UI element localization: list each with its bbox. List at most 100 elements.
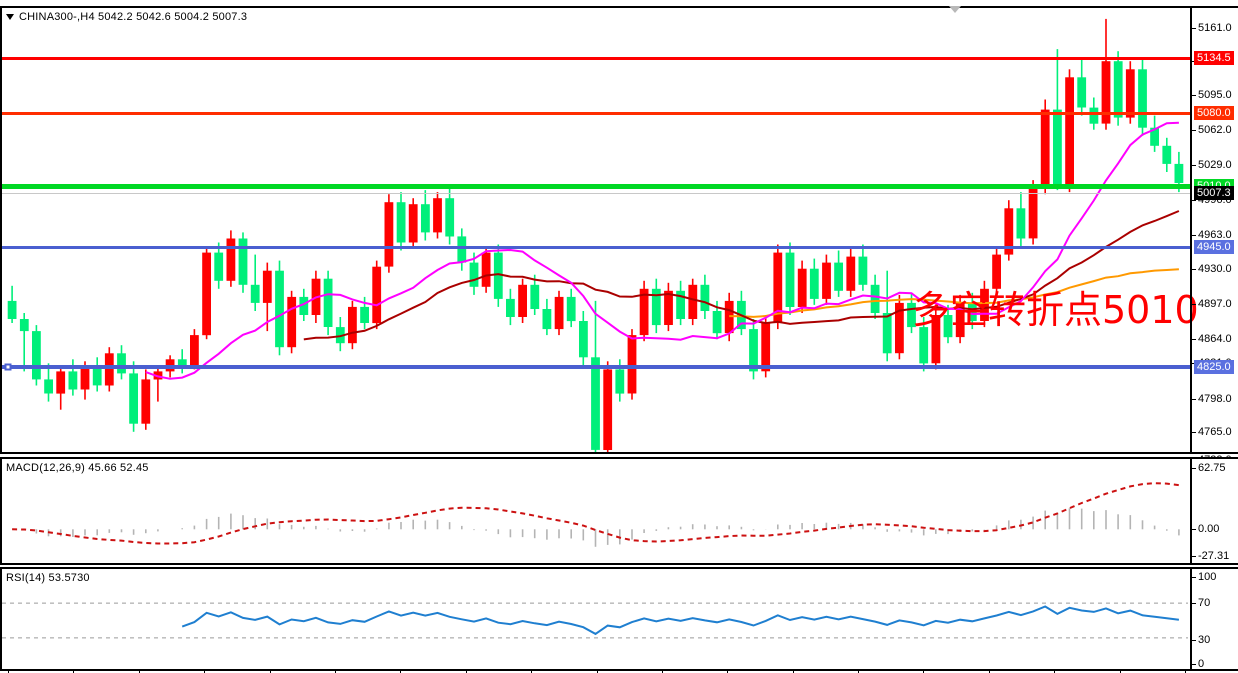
macd-scale-axis[interactable]: 62.75 0.00 -27.31	[1192, 459, 1238, 563]
candle	[153, 365, 163, 402]
rsi-tick-label: 100	[1198, 571, 1217, 583]
level-drag-handle-support-lower[interactable]	[4, 363, 12, 371]
price-badge-current-price[interactable]: 5007.3	[1194, 186, 1234, 200]
rsi-tick-label: 0	[1198, 658, 1205, 670]
price-tick-label: 5029.0	[1198, 159, 1232, 171]
price-tick	[1192, 304, 1196, 305]
candle	[262, 262, 272, 332]
chart-top-marker-icon	[949, 6, 961, 13]
level-line-resistance-lower[interactable]	[0, 111, 1192, 115]
rsi-scale-axis[interactable]: 100 70 30 0	[1192, 569, 1238, 670]
candle	[433, 192, 442, 239]
candle	[1028, 180, 1038, 245]
candle	[749, 319, 758, 380]
candle	[943, 304, 953, 344]
candle	[967, 292, 977, 330]
candle	[445, 188, 455, 245]
level-line-pivot-support[interactable]	[0, 183, 1192, 189]
price-tick	[1192, 269, 1196, 270]
price-badge-resistance-lower[interactable]: 5080.0	[1194, 106, 1234, 120]
candle	[1113, 51, 1123, 126]
candle	[809, 258, 819, 305]
candle	[44, 363, 53, 402]
candle	[639, 280, 649, 342]
level-line-current-price[interactable]	[0, 192, 1192, 194]
candle	[1053, 49, 1062, 191]
time-tick	[793, 671, 794, 673]
rsi-plot-area[interactable]	[0, 569, 1192, 669]
time-tick	[73, 671, 74, 673]
rsi-label: RSI(14) 53.5730	[6, 572, 90, 584]
candle	[1004, 200, 1014, 261]
price-tick-label: 4963.0	[1198, 229, 1232, 241]
macd-indicator-panel[interactable]: MACD(12,26,9) 45.66 52.45 62.75 0.00 -27.3…	[0, 457, 1238, 565]
candle	[384, 194, 394, 273]
macd-right-border	[1190, 459, 1192, 563]
candle	[773, 244, 783, 330]
time-axis	[0, 671, 1192, 673]
price-tick	[1192, 399, 1196, 400]
time-tick	[989, 671, 990, 673]
candle	[676, 280, 685, 326]
price-tick-label: 4897.0	[1198, 298, 1232, 310]
rsi-right-border	[1190, 569, 1192, 669]
candle	[506, 288, 515, 326]
triangle-down-icon[interactable]	[6, 14, 14, 21]
candle	[457, 228, 467, 271]
candle	[858, 244, 868, 291]
price-chart-panel[interactable]: 多空转折点5010 CHINA300-,H4 5042.2 5042.6 500…	[0, 6, 1238, 466]
macd-plot-area[interactable]	[0, 459, 1192, 563]
rsi-tick-label: 70	[1198, 597, 1211, 609]
candle	[591, 300, 600, 452]
price-tick	[1192, 339, 1196, 340]
price-scale-axis[interactable]: 5161.05128.05095.05062.05029.04996.04963…	[1192, 8, 1238, 466]
candle	[129, 361, 138, 432]
candle	[323, 270, 333, 336]
price-tick-label: 4930.0	[1198, 263, 1232, 275]
candle	[834, 250, 843, 297]
rsi-indicator-panel[interactable]: RSI(14) 53.5730 100 70 30 0	[0, 567, 1238, 671]
price-tick	[1192, 200, 1196, 201]
candle	[1162, 137, 1172, 172]
price-tick	[1192, 165, 1196, 166]
candle	[627, 329, 637, 400]
time-tick	[923, 671, 924, 673]
time-tick	[204, 671, 205, 673]
ma-long	[729, 268, 1179, 318]
candle	[822, 254, 831, 305]
candle	[1065, 69, 1074, 193]
macd-tick	[1192, 468, 1196, 469]
candle	[226, 230, 236, 287]
price-tick	[1192, 28, 1196, 29]
level-line-support-mid[interactable]	[0, 245, 1192, 249]
macd-signal-line	[12, 482, 1180, 545]
candle	[372, 260, 382, 330]
candle	[275, 260, 284, 356]
level-line-resistance-upper[interactable]	[0, 56, 1192, 60]
level-line-support-lower[interactable]	[0, 365, 1192, 369]
candle	[190, 329, 199, 370]
macd-tick	[1192, 529, 1196, 530]
price-badge-support-lower[interactable]: 4825.0	[1194, 360, 1234, 374]
candle	[238, 232, 248, 293]
candle	[92, 357, 102, 392]
price-plot-area[interactable]	[0, 8, 1192, 452]
candle	[1150, 115, 1159, 152]
price-badge-resistance-upper[interactable]: 5134.5	[1194, 51, 1234, 65]
macd-tick-label: 0.00	[1198, 523, 1220, 535]
price-axis-right-border	[1190, 8, 1192, 452]
time-tick	[335, 671, 336, 673]
candle	[493, 244, 503, 307]
time-tick	[1054, 671, 1055, 673]
chart-annotation-text[interactable]: 多空转折点5010	[912, 288, 1199, 332]
time-tick	[1120, 671, 1121, 673]
candle	[7, 285, 17, 323]
candle	[104, 347, 114, 392]
price-badge-support-mid[interactable]: 4945.0	[1194, 240, 1234, 254]
candle	[700, 274, 710, 319]
rsi-tick	[1192, 664, 1196, 665]
price-tick-label: 5161.0	[1198, 22, 1232, 34]
time-tick	[1185, 671, 1186, 673]
candle	[32, 325, 41, 386]
